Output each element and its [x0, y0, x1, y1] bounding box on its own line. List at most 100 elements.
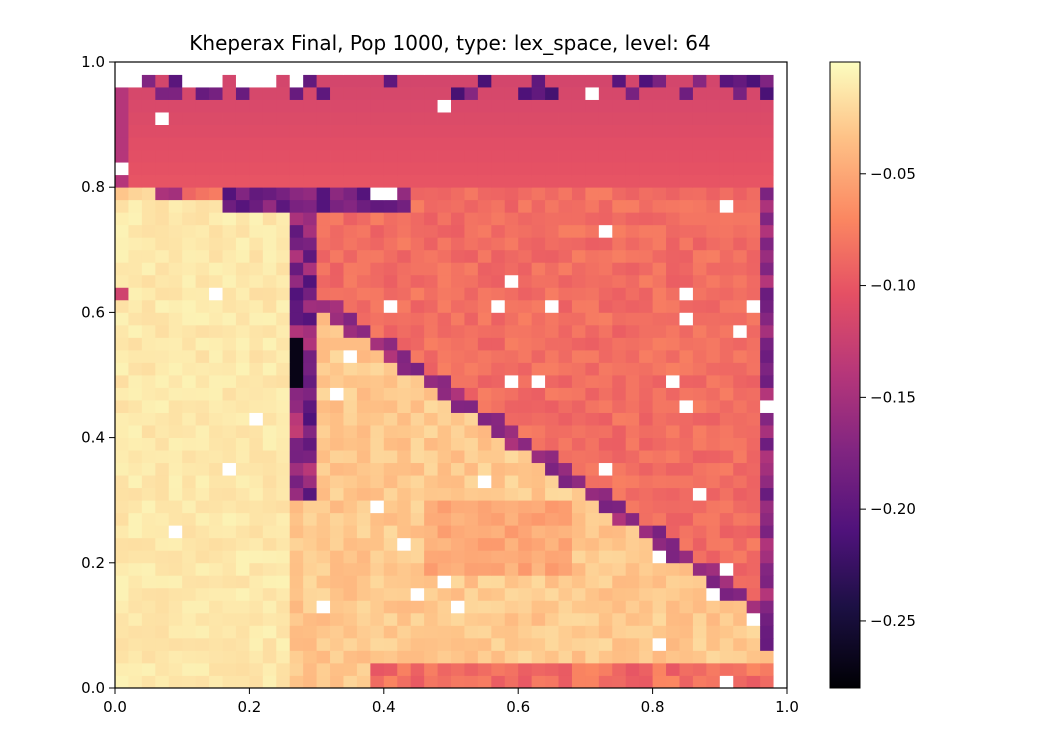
heatmap-cell [518, 74, 533, 88]
heatmap-cell [303, 237, 317, 251]
heatmap-cell [182, 212, 197, 226]
heatmap-cell [209, 650, 223, 664]
heatmap-cell [168, 337, 183, 351]
heatmap-cell [249, 562, 264, 576]
heatmap-cell [571, 675, 586, 689]
heatmap-cell [518, 650, 533, 664]
heatmap-cell [128, 650, 143, 664]
heatmap-cell [477, 500, 492, 514]
heatmap-cell [262, 162, 277, 176]
heatmap-cell [330, 412, 344, 426]
heatmap-cell [625, 675, 640, 689]
heatmap-cell [639, 349, 653, 363]
heatmap-cell [773, 312, 788, 326]
heatmap-cell [558, 637, 573, 651]
colorbar-tick-label: −0.05 [870, 165, 916, 183]
heatmap-cell [666, 487, 680, 501]
heatmap-cell [343, 612, 358, 626]
heatmap-cell [316, 412, 331, 426]
heatmap-cell [343, 512, 358, 526]
heatmap-cell [262, 137, 277, 151]
heatmap-cell [679, 112, 694, 125]
heatmap-cell [504, 212, 519, 226]
heatmap-cell [356, 375, 371, 388]
heatmap-cell [733, 537, 748, 551]
heatmap-cell [666, 249, 680, 263]
heatmap-cell [370, 500, 385, 514]
heatmap-cell [235, 299, 250, 313]
heatmap-cell [424, 637, 438, 651]
heatmap-cell [356, 650, 371, 664]
heatmap-cell [477, 612, 492, 626]
heatmap-cell [383, 149, 398, 163]
heatmap-cell [692, 112, 707, 125]
heatmap-cell [746, 224, 761, 238]
heatmap-cell [235, 99, 250, 113]
heatmap-cell [182, 299, 197, 313]
heatmap-cell [209, 74, 223, 88]
heatmap-cell [222, 324, 237, 338]
heatmap-cell [639, 575, 653, 589]
heatmap-cell [316, 149, 331, 163]
heatmap-cell [235, 62, 250, 75]
heatmap-cell [168, 87, 183, 100]
heatmap-cell [585, 162, 600, 176]
heatmap-cell [222, 274, 237, 288]
heatmap-cell [182, 199, 197, 213]
heatmap-cell [316, 512, 331, 526]
heatmap-cell [155, 650, 170, 664]
heatmap-cell [330, 650, 344, 664]
heatmap-cell [437, 162, 452, 176]
y-tick-label: 1.0 [81, 53, 105, 71]
heatmap-cell [585, 312, 600, 326]
heatmap-cell [518, 600, 533, 614]
heatmap-cell [209, 525, 223, 539]
heatmap-cell [451, 287, 465, 301]
heatmap-cell [276, 249, 291, 263]
heatmap-cell [141, 187, 156, 201]
heatmap-cell [531, 237, 546, 251]
heatmap-cell [276, 312, 291, 326]
heatmap-cell [491, 199, 506, 213]
heatmap-cell [343, 425, 358, 438]
heatmap-cell [222, 675, 237, 689]
heatmap-cell [760, 337, 774, 351]
heatmap-cell [585, 500, 600, 514]
heatmap-cell [504, 274, 519, 288]
heatmap-cell [195, 274, 210, 288]
heatmap-cell [155, 600, 170, 614]
heatmap-cell [719, 525, 734, 539]
heatmap-cell [746, 87, 761, 100]
heatmap-cell [666, 575, 680, 589]
heatmap-cell [518, 612, 533, 626]
heatmap-cell [397, 425, 412, 438]
heatmap-cell [545, 575, 559, 589]
heatmap-cell [115, 112, 129, 125]
heatmap-cell [545, 149, 559, 163]
heatmap-cell [692, 675, 707, 689]
heatmap-cell [719, 174, 734, 188]
heatmap-cell [195, 625, 210, 639]
heatmap-cell [666, 199, 680, 213]
heatmap-cell [289, 650, 304, 664]
heatmap-cell [235, 199, 250, 213]
heatmap-cell [679, 162, 694, 176]
heatmap-cell [356, 237, 371, 251]
heatmap-cell [464, 500, 479, 514]
heatmap-cell [410, 349, 425, 363]
heatmap-cell [182, 312, 197, 326]
heatmap-cell [760, 387, 774, 401]
heatmap-cell [464, 387, 479, 401]
heatmap-cell [424, 562, 438, 576]
heatmap-cell [128, 462, 143, 476]
heatmap-cell [585, 675, 600, 689]
heatmap-cell [276, 600, 291, 614]
heatmap-cell [666, 237, 680, 251]
heatmap-cell [679, 512, 694, 526]
heatmap-cell [639, 187, 653, 201]
heatmap-cell [571, 525, 586, 539]
heatmap-cell [545, 525, 559, 539]
heatmap-cell [451, 74, 465, 88]
heatmap-cell [424, 187, 438, 201]
heatmap-cell [518, 287, 533, 301]
